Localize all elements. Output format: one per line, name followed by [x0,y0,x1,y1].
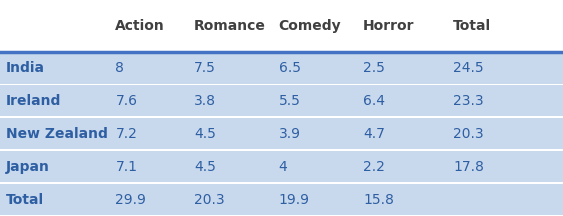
Text: Comedy: Comedy [279,19,341,33]
Text: Japan: Japan [6,160,50,174]
Text: 19.9: 19.9 [279,193,310,206]
Text: 4.5: 4.5 [194,160,216,174]
Text: 17.8: 17.8 [453,160,484,174]
Text: Ireland: Ireland [6,94,61,108]
Text: 23.3: 23.3 [453,94,484,108]
Text: 6.4: 6.4 [363,94,385,108]
Text: 4.5: 4.5 [194,127,216,141]
Text: New Zealand: New Zealand [6,127,108,141]
Text: Action: Action [115,19,165,33]
Text: 24.5: 24.5 [453,61,484,75]
Text: India: India [6,61,44,75]
Text: 7.5: 7.5 [194,61,216,75]
Text: Horror: Horror [363,19,414,33]
Text: 7.6: 7.6 [115,94,137,108]
Text: 4.7: 4.7 [363,127,385,141]
Text: 20.3: 20.3 [194,193,225,206]
Text: 29.9: 29.9 [115,193,146,206]
Text: Total: Total [6,193,44,206]
Text: 15.8: 15.8 [363,193,394,206]
Bar [0,85,563,116]
Bar [0,151,563,182]
Text: 2.2: 2.2 [363,160,385,174]
Text: 3.8: 3.8 [194,94,216,108]
Text: 20.3: 20.3 [453,127,484,141]
Bar [0,118,563,149]
Text: 5.5: 5.5 [279,94,301,108]
Text: 7.1: 7.1 [115,160,137,174]
Text: 7.2: 7.2 [115,127,137,141]
Text: 2.5: 2.5 [363,61,385,75]
Text: 3.9: 3.9 [279,127,301,141]
Bar [0,52,563,84]
Text: Total: Total [453,19,491,33]
Text: 4: 4 [279,160,288,174]
Bar [0,184,563,215]
Text: 8: 8 [115,61,124,75]
Text: 6.5: 6.5 [279,61,301,75]
Text: Romance: Romance [194,19,266,33]
